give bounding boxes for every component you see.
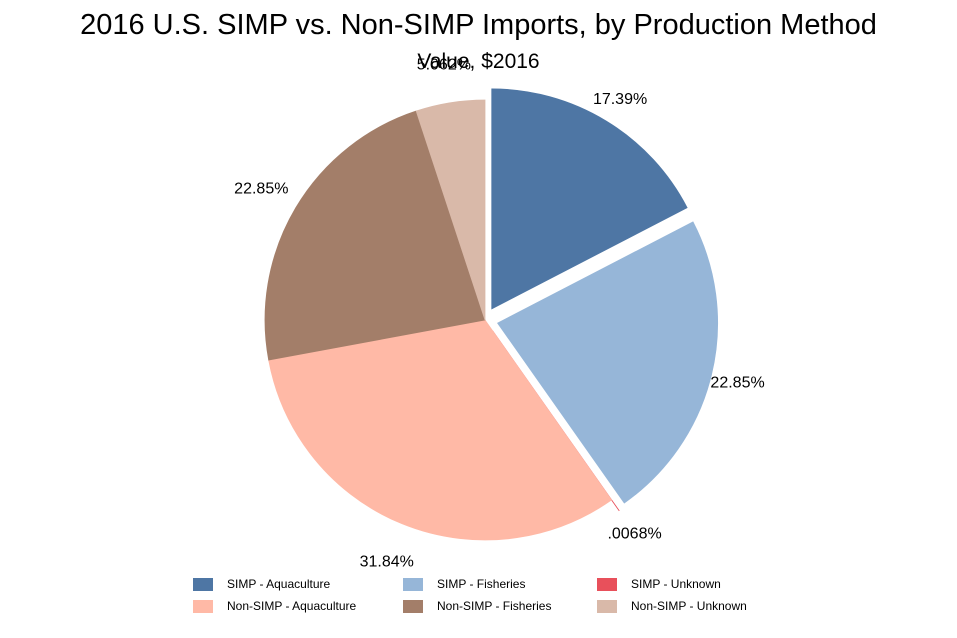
legend-swatch xyxy=(403,577,423,591)
chart-legend: SIMP - Aquaculture SIMP - Fisheries SIMP -… xyxy=(193,576,793,620)
pie-slice-non-simp-fisheries xyxy=(264,110,486,361)
pie-slice-simp-aquaculture xyxy=(491,88,688,310)
pie-slice-simp-fisheries xyxy=(497,221,718,504)
legend-item-simp-unknown: SIMP - Unknown xyxy=(597,576,721,592)
legend-swatch xyxy=(193,577,213,591)
data-label-non-simp-aquaculture: 31.84% xyxy=(360,554,414,571)
chart-subtitle: Value, $2016 xyxy=(417,50,540,73)
legend-item-non-simp-fisheries: Non-SIMP - Fisheries xyxy=(403,598,551,614)
data-label-simp-unknown: .0068% xyxy=(607,526,661,543)
legend-swatch xyxy=(193,599,213,613)
legend-swatch xyxy=(403,599,423,613)
legend-swatch xyxy=(597,577,617,591)
data-label-non-simp-unknown: 5.062% xyxy=(417,56,471,73)
data-label-simp-aquaculture: 17.39% xyxy=(593,91,647,108)
pie-slice-non-simp-aquaculture xyxy=(268,319,613,541)
data-label-non-simp-fisheries: 22.85% xyxy=(234,180,288,197)
legend-item-non-simp-aquaculture: Non-SIMP - Aquaculture xyxy=(193,598,356,614)
chart-title: 2016 U.S. SIMP vs. Non-SIMP Imports, by … xyxy=(80,9,877,41)
data-label-simp-fisheries: 22.85% xyxy=(710,375,764,392)
legend-item-simp-fisheries: SIMP - Fisheries xyxy=(403,576,525,592)
legend-label: Non-SIMP - Fisheries xyxy=(437,599,552,613)
legend-label: SIMP - Aquaculture xyxy=(227,577,331,591)
legend-label: Non-SIMP - Unknown xyxy=(631,599,747,613)
legend-label: SIMP - Fisheries xyxy=(437,577,526,591)
pie-slice-non-simp-unknown xyxy=(415,99,486,321)
legend-item-non-simp-unknown: Non-SIMP - Unknown xyxy=(597,598,747,614)
legend-item-simp-aquaculture: SIMP - Aquaculture xyxy=(193,576,330,592)
legend-label: Non-SIMP - Aquaculture xyxy=(227,599,357,613)
legend-label: SIMP - Unknown xyxy=(631,577,721,591)
legend-swatch xyxy=(597,599,617,613)
